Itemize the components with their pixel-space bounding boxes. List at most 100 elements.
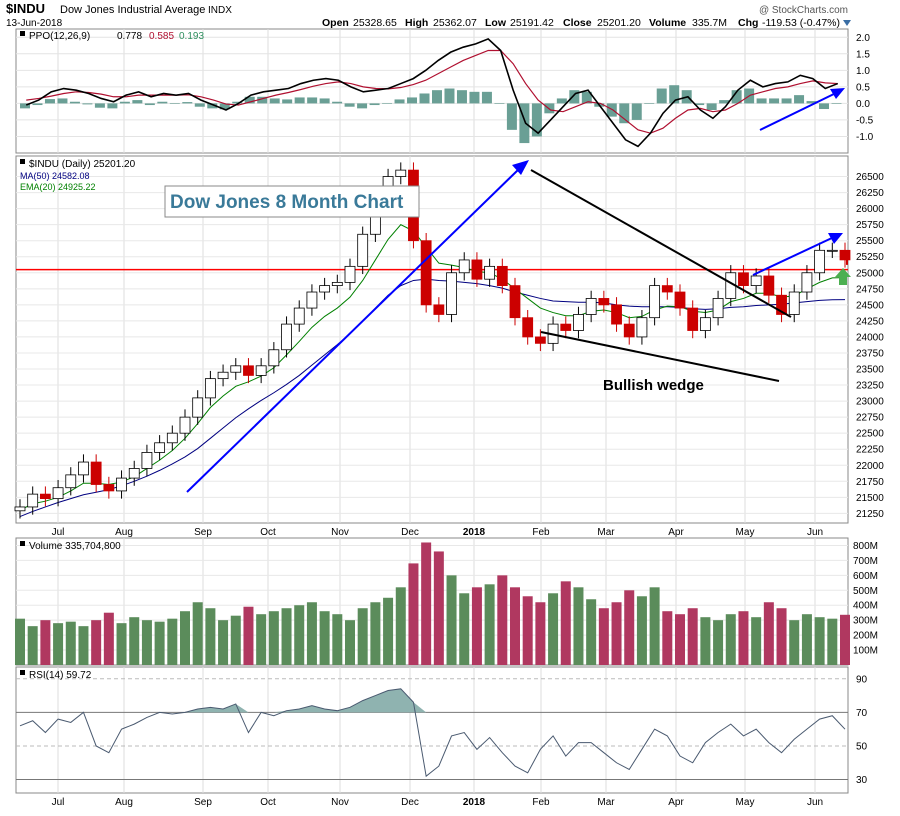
candle-body xyxy=(763,275,775,296)
candle-body xyxy=(712,298,724,319)
candle-body xyxy=(52,487,64,500)
candle-body xyxy=(687,307,699,331)
ppo-histogram-bar xyxy=(382,103,393,104)
volume-bar xyxy=(395,587,406,665)
candle-body xyxy=(433,304,445,315)
high-label: High xyxy=(405,17,428,29)
x-tick-label: Nov xyxy=(331,797,349,808)
chart-title: Dow Jones 8 Month Chart xyxy=(170,192,404,213)
open-label: Open xyxy=(322,17,349,29)
breakout-arrowhead xyxy=(828,233,843,244)
volume-tick-label: 800M xyxy=(853,541,878,552)
price-tick-label: 26000 xyxy=(856,204,884,215)
price-tick-label: 25500 xyxy=(856,236,884,247)
ppo-histogram-bar xyxy=(556,98,567,104)
candle-body xyxy=(534,336,546,344)
price-tick-label: 25750 xyxy=(856,220,884,231)
x-tick-label: Jun xyxy=(807,527,823,538)
ppo-histogram-bar xyxy=(444,88,455,104)
close-label: Close xyxy=(563,17,592,29)
x-tick-label: May xyxy=(736,797,755,808)
candle-body xyxy=(738,272,749,287)
rsi-panel xyxy=(15,666,849,794)
volume-panel xyxy=(15,537,849,666)
quote-dropdown-icon[interactable] xyxy=(843,20,851,26)
ppo-histogram-bar xyxy=(119,101,130,104)
candle-body xyxy=(243,365,254,376)
candle-body xyxy=(344,265,356,283)
ppo-histogram-bar xyxy=(232,101,243,104)
symbol: $INDU xyxy=(6,1,45,16)
ppo-signal-line xyxy=(26,49,838,134)
candle-body xyxy=(357,233,369,267)
volume-bar xyxy=(27,626,38,665)
candle-body xyxy=(788,291,800,315)
candle-body xyxy=(319,285,331,293)
candle-body xyxy=(103,484,115,492)
candle-body xyxy=(471,259,483,280)
ma50-line xyxy=(19,278,846,518)
x-tick-label: Jul xyxy=(52,527,65,538)
volume-bar xyxy=(205,608,216,665)
ppo-tick-label: 1.5 xyxy=(856,49,870,60)
ppo-histogram-bar xyxy=(456,90,467,104)
ppo-tick-label: -0.5 xyxy=(856,115,874,126)
volume-bar xyxy=(383,597,394,665)
ppo-histogram-bar xyxy=(756,98,767,104)
volume-bar xyxy=(738,611,749,665)
volume-bar xyxy=(827,618,838,665)
volume-legend: Volume 335,704,800 xyxy=(20,541,121,552)
price-tick-label: 21500 xyxy=(856,493,884,504)
price-tick-label: 25000 xyxy=(856,268,884,279)
ppo-histogram-bar xyxy=(794,95,805,104)
ma50-label: MA(50) 24582.08 xyxy=(20,171,90,181)
axes-layer: Jul Jul Aug Aug Sep Sep Oct Oct Nov Nov Dec Dec 2018… xyxy=(52,33,885,808)
price-tick-label: 21250 xyxy=(856,509,884,520)
ppo-histogram-bar xyxy=(57,98,68,104)
candle-body xyxy=(90,461,102,485)
candle-body xyxy=(801,272,813,293)
volume-bar xyxy=(687,608,698,665)
price-tick-label: 23250 xyxy=(856,381,884,392)
x-tick-label: Nov xyxy=(331,527,349,538)
ppo-tick-label: -1.0 xyxy=(856,132,874,143)
volume-bar xyxy=(421,542,432,665)
rsi-legend-swatch xyxy=(20,670,25,675)
volume-bar xyxy=(306,602,317,665)
rsi-line xyxy=(19,688,846,778)
volume-bar xyxy=(624,590,635,665)
volume-label: Volume 335,704,800 xyxy=(29,541,121,552)
ppo-trend-arrow xyxy=(759,91,839,131)
candle-body xyxy=(420,240,432,306)
price-tick-label: 22000 xyxy=(856,461,884,472)
ppo-trend-arrowhead xyxy=(830,88,845,99)
candle-body xyxy=(192,397,204,418)
volume-tick-label: 500M xyxy=(853,586,878,597)
volume-bar xyxy=(446,575,457,665)
candle-body xyxy=(585,298,597,315)
volume-bar xyxy=(370,602,381,665)
volume-tick-label: 400M xyxy=(853,601,878,612)
x-tick-label: Apr xyxy=(668,527,684,538)
candle-body xyxy=(128,468,140,479)
watermark: @ StockCharts.com xyxy=(759,5,848,16)
ppo-tick-label: 0.0 xyxy=(856,99,870,110)
ppo-histogram-bar xyxy=(319,98,330,104)
candle-body xyxy=(560,323,572,331)
x-tick-label: Oct xyxy=(260,527,276,538)
volume-bar xyxy=(497,575,508,665)
volume-bar xyxy=(801,614,812,665)
x-tick-label: Sep xyxy=(194,797,212,808)
ppo-histogram-bar xyxy=(706,103,717,111)
candle-body xyxy=(39,493,51,500)
price-tick-label: 24000 xyxy=(856,332,884,343)
price-tick-label: 22500 xyxy=(856,429,884,440)
candle-body xyxy=(116,477,127,492)
volume-bar xyxy=(789,620,800,665)
ppo-histogram-bar xyxy=(631,103,642,120)
volume-bar xyxy=(256,614,267,665)
volume-bar xyxy=(268,611,279,665)
x-tick-label: Aug xyxy=(115,527,133,538)
candle-body xyxy=(65,474,77,489)
